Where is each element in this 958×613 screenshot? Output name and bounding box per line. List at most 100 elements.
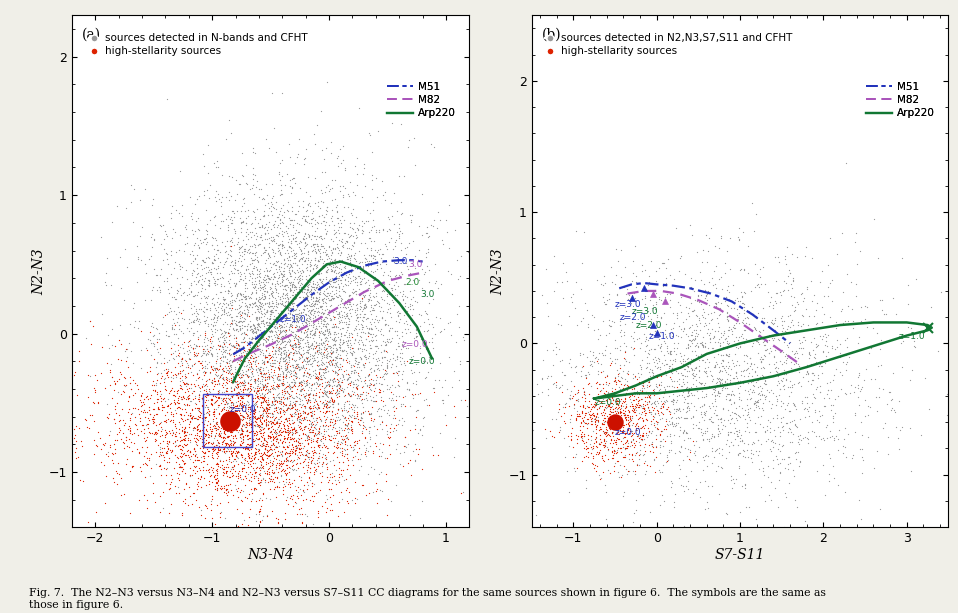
Point bbox=[314, 364, 330, 374]
Point bbox=[781, 459, 796, 469]
Point bbox=[324, 393, 339, 403]
Point bbox=[243, 416, 259, 426]
Point bbox=[907, 343, 923, 352]
Point bbox=[221, 339, 237, 349]
Point bbox=[301, 287, 316, 297]
Point bbox=[612, 314, 627, 324]
Point bbox=[583, 442, 599, 452]
Point bbox=[217, 468, 232, 478]
Point bbox=[149, 389, 165, 398]
Point bbox=[300, 280, 315, 290]
Point bbox=[196, 449, 212, 459]
Point bbox=[421, 247, 436, 257]
Arp220 bbox=[240, 355, 251, 362]
Point bbox=[596, 427, 611, 437]
Point bbox=[233, 321, 248, 331]
Point bbox=[113, 389, 128, 399]
Point bbox=[333, 248, 349, 258]
Point bbox=[325, 468, 340, 478]
Point bbox=[281, 275, 296, 285]
Point bbox=[318, 381, 333, 391]
Point bbox=[311, 453, 327, 463]
Point bbox=[257, 279, 272, 289]
Point bbox=[276, 433, 291, 443]
Point bbox=[245, 255, 261, 265]
Point bbox=[259, 403, 274, 413]
Point bbox=[329, 442, 344, 452]
Point bbox=[290, 277, 306, 287]
Point bbox=[697, 426, 713, 436]
Point bbox=[286, 379, 302, 389]
Point bbox=[265, 191, 281, 200]
Point bbox=[304, 452, 319, 462]
Point bbox=[855, 444, 870, 454]
Point bbox=[287, 377, 303, 387]
Point bbox=[291, 417, 307, 427]
Point bbox=[255, 340, 270, 350]
Point bbox=[245, 333, 261, 343]
Point bbox=[160, 368, 175, 378]
Point bbox=[322, 332, 337, 342]
Point bbox=[238, 161, 253, 170]
M82 bbox=[288, 330, 300, 337]
Point bbox=[290, 452, 306, 462]
Point bbox=[240, 411, 256, 421]
Point bbox=[215, 463, 230, 473]
Point bbox=[348, 379, 363, 389]
Point bbox=[166, 348, 181, 358]
Point bbox=[263, 201, 279, 211]
Point bbox=[299, 291, 314, 301]
Point bbox=[824, 432, 839, 441]
Point bbox=[354, 409, 369, 419]
Point bbox=[581, 369, 596, 379]
Point bbox=[706, 375, 721, 384]
Point bbox=[394, 208, 409, 218]
Point bbox=[746, 309, 762, 319]
Point bbox=[227, 431, 242, 441]
Point bbox=[567, 452, 582, 462]
Point bbox=[242, 381, 258, 391]
Point bbox=[127, 316, 143, 326]
Point bbox=[221, 339, 237, 349]
Point bbox=[408, 455, 423, 465]
Point bbox=[341, 335, 356, 345]
Point bbox=[337, 296, 353, 306]
Point bbox=[603, 404, 618, 414]
Point bbox=[294, 380, 309, 390]
Point bbox=[694, 378, 709, 387]
Point bbox=[852, 368, 867, 378]
Point bbox=[289, 316, 305, 326]
Point bbox=[337, 445, 353, 455]
Point bbox=[266, 367, 282, 376]
Point bbox=[303, 191, 318, 200]
Point bbox=[254, 347, 269, 357]
Point bbox=[301, 230, 316, 240]
Point bbox=[190, 422, 205, 432]
Point bbox=[630, 476, 646, 486]
Point bbox=[263, 444, 279, 454]
Point bbox=[311, 288, 327, 298]
Point bbox=[365, 349, 380, 359]
Point bbox=[666, 356, 681, 365]
Point bbox=[307, 445, 322, 455]
Point bbox=[210, 480, 225, 490]
Point bbox=[360, 370, 376, 379]
Point bbox=[266, 322, 282, 332]
Point bbox=[500, 402, 515, 411]
Point bbox=[641, 407, 656, 417]
Point bbox=[712, 379, 727, 389]
Point bbox=[274, 332, 289, 342]
M51 bbox=[668, 282, 679, 289]
Point bbox=[182, 383, 197, 393]
Point bbox=[280, 303, 295, 313]
Point bbox=[723, 389, 739, 398]
Point bbox=[261, 331, 276, 341]
Point bbox=[247, 398, 262, 408]
Point bbox=[277, 426, 292, 436]
Point bbox=[271, 543, 286, 552]
Point bbox=[263, 449, 279, 459]
Point bbox=[209, 186, 224, 196]
Point bbox=[367, 360, 382, 370]
Point bbox=[632, 440, 648, 450]
Point bbox=[270, 517, 285, 527]
